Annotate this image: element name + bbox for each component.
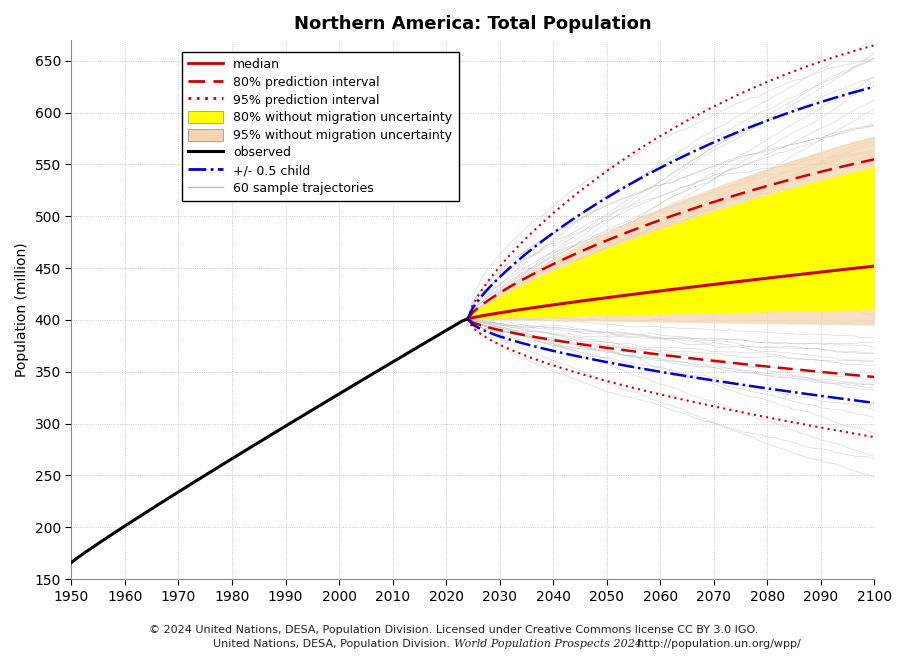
Y-axis label: Population (million): Population (million) — [15, 242, 29, 377]
Legend: median, 80% prediction interval, 95% prediction interval, 80% without migration : median, 80% prediction interval, 95% pre… — [182, 52, 459, 201]
Text: © 2024 United Nations, DESA, Population Division. Licensed under Creative Common: © 2024 United Nations, DESA, Population … — [149, 625, 758, 635]
Text: . http://population.un.org/wpp/: . http://population.un.org/wpp/ — [630, 640, 801, 649]
Text: World Population Prospects 2024: World Population Prospects 2024 — [454, 640, 641, 649]
Text: United Nations, DESA, Population Division.: United Nations, DESA, Population Divisio… — [213, 640, 454, 649]
Title: Northern America: Total Population: Northern America: Total Population — [294, 15, 652, 33]
